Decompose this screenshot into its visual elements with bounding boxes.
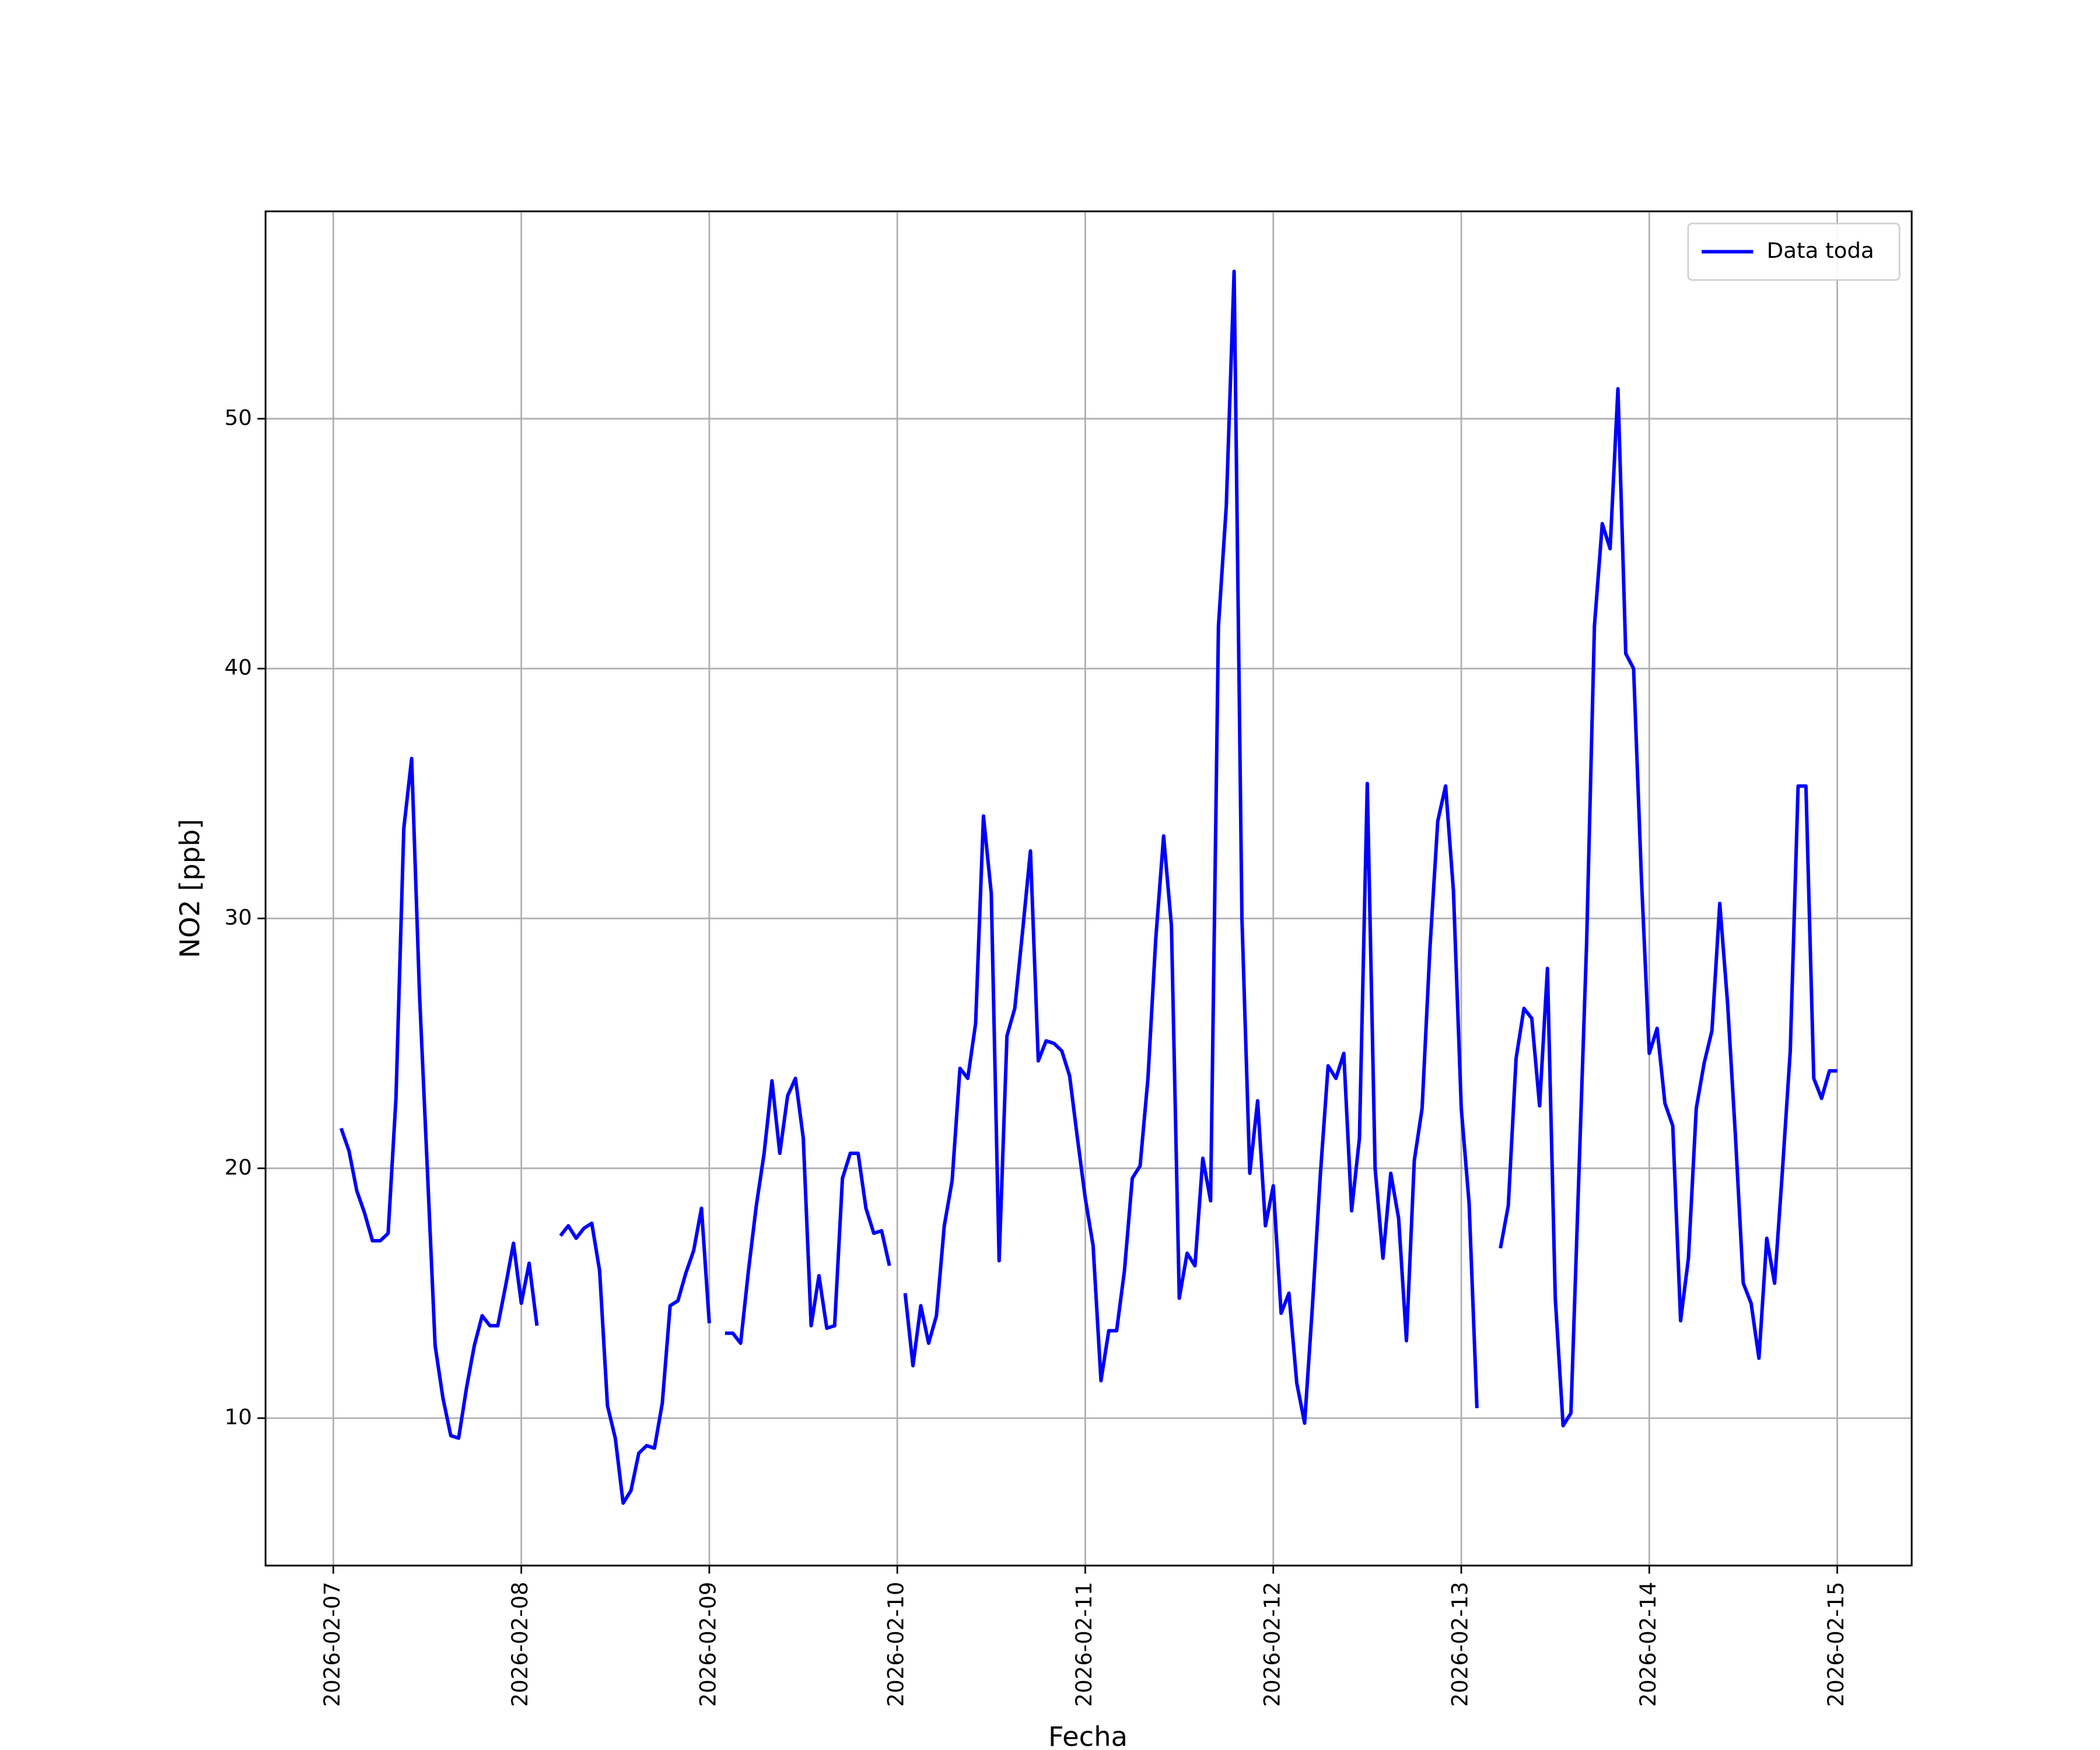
x-tick-label: 2026-02-10 [884, 1582, 909, 1707]
x-tick-label: 2026-02-07 [320, 1582, 345, 1707]
y-tick-label: 30 [225, 905, 252, 930]
y-tick-label: 50 [225, 405, 252, 430]
x-tick-label: 2026-02-08 [508, 1582, 533, 1707]
legend-box [1687, 222, 1901, 281]
x-tick-label: 2026-02-14 [1636, 1582, 1661, 1707]
legend: Data toda [1687, 222, 1901, 281]
data-line [339, 270, 1838, 1505]
y-tick-label: 20 [225, 1154, 252, 1180]
axes-frame [264, 210, 1913, 1567]
x-tick-label: 2026-02-11 [1072, 1582, 1097, 1707]
y-axis-label: NO2 [ppb] [174, 819, 205, 958]
plot-area: 2026-02-07 2026-02-08 2026-02-09 2026-02-10… [225, 210, 1913, 1707]
x-axis-label: Fecha [1048, 1721, 1128, 1750]
x-tick-label: 2026-02-09 [695, 1582, 720, 1707]
y-tick-label: 40 [225, 655, 252, 680]
x-tick-label: 2026-02-15 [1824, 1582, 1849, 1707]
y-tick-label: 10 [225, 1405, 252, 1430]
x-tick-label: 2026-02-12 [1259, 1582, 1284, 1707]
x-tick-label: 2026-02-13 [1447, 1582, 1472, 1707]
legend-label: Data toda [1767, 238, 1874, 263]
